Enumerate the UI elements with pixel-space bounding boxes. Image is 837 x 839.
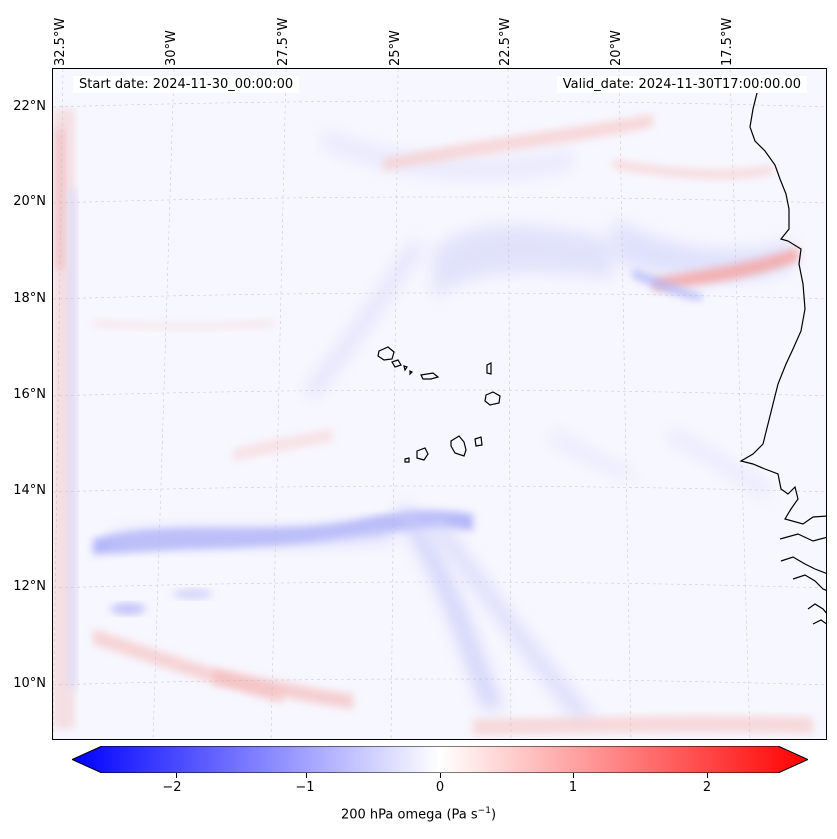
- colorbar-label: 200 hPa omega (Pa s−1): [340, 806, 497, 823]
- start-date-label: Start date: 2024-11-30_00:00:00: [73, 76, 300, 93]
- omega-shading: [53, 109, 813, 735]
- lon-label-17-5w: 17.5°W: [720, 17, 735, 66]
- omega-field-map: [53, 69, 826, 739]
- map-panel[interactable]: [52, 68, 827, 740]
- lon-label-20w: 20°W: [609, 30, 624, 66]
- west-africa-coastline: [739, 88, 826, 625]
- lat-label-14n: 14°N: [13, 483, 46, 498]
- colorbar-tick-mark: [573, 773, 574, 778]
- graticule: [53, 69, 826, 739]
- colorbar-tick-label: 2: [702, 780, 712, 795]
- lat-label-22n: 22°N: [13, 99, 46, 114]
- lat-label-16n: 16°N: [13, 387, 46, 402]
- lat-label-18n: 18°N: [13, 291, 46, 306]
- map-background: [53, 69, 826, 739]
- lon-label-32-5w: 32.5°W: [53, 17, 68, 66]
- omega-colorbar: [72, 746, 808, 773]
- colorbar-tick-label: −2: [162, 780, 182, 795]
- lat-label-12n: 12°N: [13, 579, 46, 594]
- lon-label-25w: 25°W: [388, 30, 403, 66]
- lat-label-20n: 20°N: [13, 194, 46, 209]
- lon-label-22-5w: 22.5°W: [498, 17, 513, 66]
- lat-label-10n: 10°N: [13, 676, 46, 691]
- colorbar-tick-mark: [176, 773, 177, 778]
- colorbar-tick-mark: [306, 773, 307, 778]
- colorbar-tick-mark: [707, 773, 708, 778]
- valid-date-label: Valid_date: 2024-11-30T17:00:00.00: [556, 76, 807, 93]
- colorbar-tick-mark: [440, 773, 441, 778]
- lon-label-30w: 30°W: [164, 30, 179, 66]
- cape-verde-islands: [377, 346, 501, 463]
- lon-label-27-5w: 27.5°W: [276, 17, 291, 66]
- colorbar-tick-label: 0: [435, 780, 445, 795]
- colorbar-tick-label: 1: [568, 780, 578, 795]
- colorbar-tick-label: −1: [295, 780, 315, 795]
